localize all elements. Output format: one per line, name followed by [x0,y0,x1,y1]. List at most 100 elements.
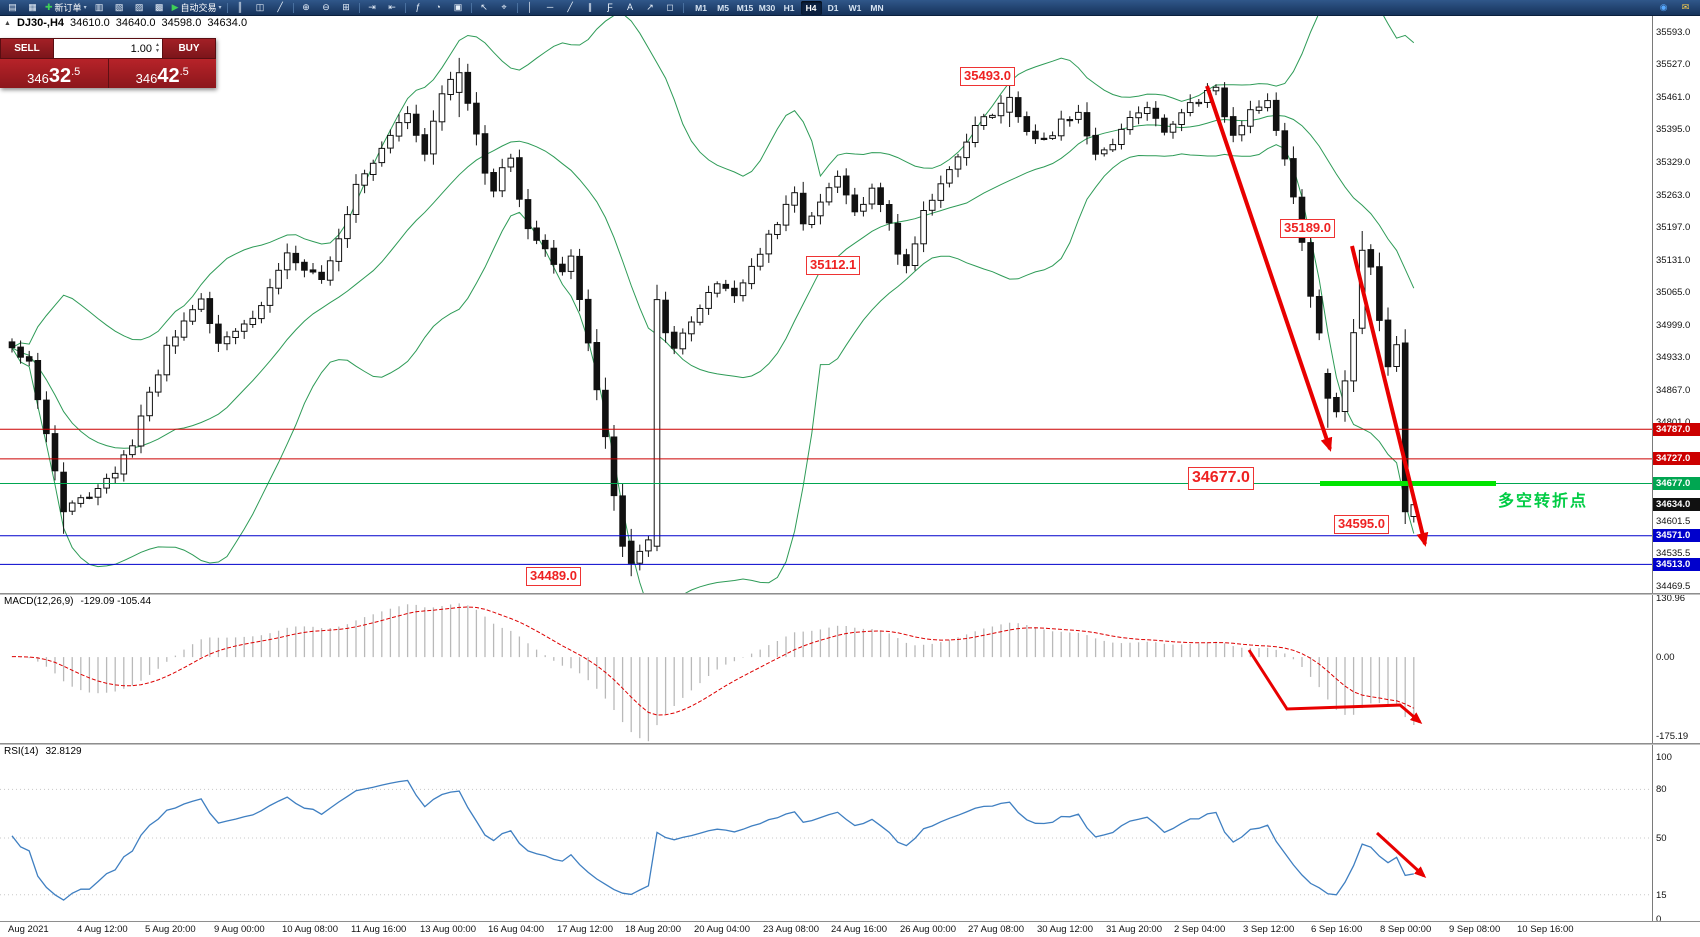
line-chart-icon-glyph: ╱ [277,2,283,12]
panel-separator[interactable] [0,743,1700,745]
macd-axis-label: 0.00 [1656,652,1675,663]
price-line-badge: 34513.0 [1653,558,1700,571]
rsi-value: 32.8129 [45,746,82,757]
buy-price[interactable]: 346 42.5 [108,59,216,88]
price-axis-label: 34999.0 [1656,320,1691,331]
channel-icon[interactable]: ∥ [581,1,600,15]
sell-price[interactable]: 346 32.5 [0,59,109,88]
bar-chart-icon[interactable]: ║ [231,1,250,15]
price-callout[interactable]: 34677.0 [1188,467,1254,490]
buy-button[interactable]: BUY [162,38,216,59]
price-callout[interactable]: 35189.0 [1280,219,1335,238]
horizontal-lines[interactable] [0,428,1652,565]
volume-value: 1.00 [130,42,153,55]
price-axis-label: 35395.0 [1656,124,1691,135]
price-axis[interactable]: 35593.0 35527.0 35461.0 35395.0 35329.0 35263… [1652,16,1700,925]
horizontal-line-icon[interactable]: ─ [541,1,560,15]
volume-stepper[interactable]: ▲ ▼ [155,42,160,54]
auto-scroll-icon[interactable]: ⇥ [363,1,382,15]
new-chart-icon-glyph: ▤ [8,2,17,12]
timeframe-h1-button[interactable]: H1 [783,2,795,13]
main-chart-panel[interactable]: ▲ DJ30-,H4 34610.0 34640.0 34598.0 34634… [0,16,1652,593]
time-axis-label: 30 Aug 12:00 [1037,924,1093,935]
zoom-out-icon[interactable]: ⊖ [317,1,336,15]
vertical-line-icon[interactable]: │ [521,1,540,15]
time-axis-label: 16 Aug 04:00 [488,924,544,935]
timeframe-mn-button[interactable]: MN [870,2,884,13]
toolbar-separator [292,2,294,13]
timeframe-m1-button[interactable]: M1 [695,2,707,13]
time-axis-label: 24 Aug 16:00 [831,924,887,935]
crosshair-icon[interactable]: ⌖ [495,1,514,15]
new-chart-icon[interactable]: ▤ [3,1,22,15]
text-label-icon-glyph: A [627,2,634,12]
text-label-icon[interactable]: A [621,1,640,15]
sell-price-sup: .5 [71,66,81,78]
price-axis-label: 35329.0 [1656,157,1691,168]
macd-chart[interactable] [0,595,1652,743]
price-callout[interactable]: 34489.0 [526,567,581,586]
autotrading-button[interactable]: ▶ 自动交易 ▾ [171,2,222,14]
macd-panel[interactable]: MACD(12,26,9) -129.09 -105.44 [0,595,1652,743]
new-order-button[interactable]: ✚ 新订单 ▾ [45,2,87,14]
price-line-badge: 34727.0 [1653,452,1700,465]
templates-icon[interactable]: ▣ [449,1,468,15]
chart-shift-icon[interactable]: ⇤ [383,1,402,15]
line-chart-icon[interactable]: ╱ [271,1,290,15]
time-axis[interactable]: Aug 2021 4 Aug 12:00 5 Aug 20:00 9 Aug 00:0… [0,922,1700,937]
chart-close: 34634.0 [207,17,248,29]
candlestick-chart-icon[interactable]: ◫ [251,1,270,15]
price-line-badge: 34787.0 [1653,423,1700,436]
rsi-panel[interactable]: RSI(14) 32.8129 [0,745,1652,921]
timeframe-m30-button[interactable]: M30 [758,2,776,13]
rsi-trend-arrow[interactable] [1375,831,1427,879]
price-axis-label: 35461.0 [1656,92,1691,103]
zoom-in-icon[interactable]: ⊕ [297,1,316,15]
indicators-icon-glyph: ƒ [415,2,421,12]
rsi-axis-label: 100 [1656,752,1672,763]
macd-trend-arrow[interactable] [1247,649,1423,724]
shapes-icon[interactable]: ◻ [661,1,680,15]
price-callout[interactable]: 35493.0 [960,67,1015,86]
symbol-triangle-icon: ▲ [4,19,11,27]
timeframe-m5-button[interactable]: M5 [717,2,729,13]
candlestick-chart[interactable] [0,16,1652,593]
panel-separator[interactable] [0,593,1700,595]
timeframe-w1-button[interactable]: W1 [848,2,862,13]
price-callout[interactable]: 35112.1 [806,256,861,275]
volume-input[interactable]: 1.00 ▲ ▼ [54,38,162,59]
timeframe-m15-button[interactable]: M15 [736,2,754,13]
time-axis-label: Aug 2021 [8,924,49,935]
profiles-icon[interactable]: ▦ [23,1,42,15]
trendline-icon[interactable]: ╱ [561,1,580,15]
community-icon[interactable]: ◉ [1654,1,1673,15]
candlestick-chart-icon-glyph: ◫ [255,2,265,12]
buy-price-sup: .5 [179,66,189,78]
fibonacci-icon[interactable]: Ƒ [601,1,620,15]
arrow-tools-icon[interactable]: ↗ [641,1,660,15]
periods-icon[interactable]: ◔ [429,1,448,15]
cursor-icon[interactable]: ↖ [475,1,494,15]
time-axis-label: 20 Aug 04:00 [694,924,750,935]
terminal-icon[interactable]: ▩ [150,1,169,15]
chart-high: 34640.0 [115,17,156,29]
price-callout[interactable]: 34595.0 [1334,515,1389,534]
data-window-icon[interactable]: ▧ [110,1,129,15]
rsi-chart[interactable] [0,745,1652,921]
market-watch-icon[interactable]: ▥ [90,1,109,15]
trend-arrows[interactable] [1205,85,1429,547]
rsi-axis-label: 80 [1656,784,1667,795]
navigator-icon-glyph: ▨ [134,2,144,12]
indicators-icon[interactable]: ƒ [409,1,428,15]
tile-windows-icon[interactable]: ⊞ [337,1,356,15]
notifications-icon[interactable]: ✉ [1676,1,1695,15]
price-line-badge: 34634.0 [1653,498,1700,511]
timeframe-d1-button[interactable]: D1 [827,2,839,13]
price-axis-label: 34867.0 [1656,385,1691,396]
sell-button[interactable]: SELL [0,38,54,59]
toolbar-separator [470,2,472,13]
navigator-icon[interactable]: ▨ [130,1,149,15]
price-line-badge: 34677.0 [1653,477,1700,490]
timeframe-h4-button[interactable]: H4 [800,0,822,15]
shapes-icon-glyph: ◻ [666,2,674,12]
